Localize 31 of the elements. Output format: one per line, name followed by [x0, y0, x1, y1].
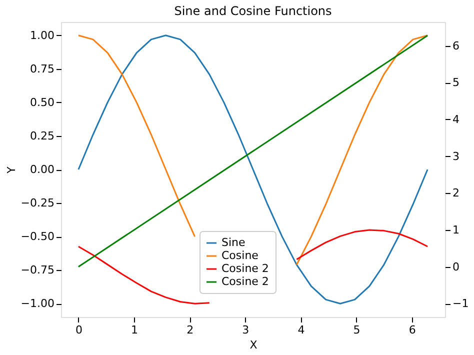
y2-tick-label: 4 — [452, 112, 460, 126]
x-tick-label: 2 — [186, 324, 194, 336]
x-tick-label: 0 — [75, 324, 82, 336]
chart-title: Sine and Cosine Functions — [174, 4, 332, 18]
y2-tick-label: 6 — [452, 39, 460, 52]
x-tick-label: 1 — [131, 324, 138, 336]
y2-tick-label: 2 — [452, 186, 460, 200]
y-tick-label: −0.50 — [20, 230, 54, 244]
legend-label: Sine — [222, 236, 246, 249]
y2-tick-label: 5 — [452, 76, 460, 90]
y2-tick-label: 0 — [452, 260, 460, 274]
y2-tick-label: 1 — [452, 223, 460, 236]
y-tick-label: −1.00 — [20, 297, 54, 310]
y-axis-title: Y — [4, 166, 18, 174]
x-tick-label: 4 — [298, 324, 305, 336]
x-axis-title: X — [250, 338, 258, 352]
y-tick-label: 0.75 — [30, 62, 54, 76]
legend-label: Cosine 2 — [222, 262, 269, 275]
legend-label: Cosine 2 — [222, 275, 269, 288]
y2-tick-label: 3 — [452, 150, 460, 163]
y-tick-label: 0.50 — [30, 96, 54, 109]
x-tick-label: 3 — [242, 324, 250, 336]
y-tick-label: 0.25 — [30, 129, 54, 142]
legend-label: Cosine — [222, 249, 259, 262]
y-tick-label: −0.25 — [20, 196, 54, 210]
y-tick-label: −0.75 — [20, 264, 54, 277]
x-tick-label: 6 — [408, 324, 416, 336]
y-tick-label: 1.00 — [30, 28, 54, 42]
y-tick-label: 0.00 — [30, 163, 54, 176]
y2-tick-label: −1 — [452, 297, 469, 310]
x-tick-label: 5 — [353, 324, 360, 336]
